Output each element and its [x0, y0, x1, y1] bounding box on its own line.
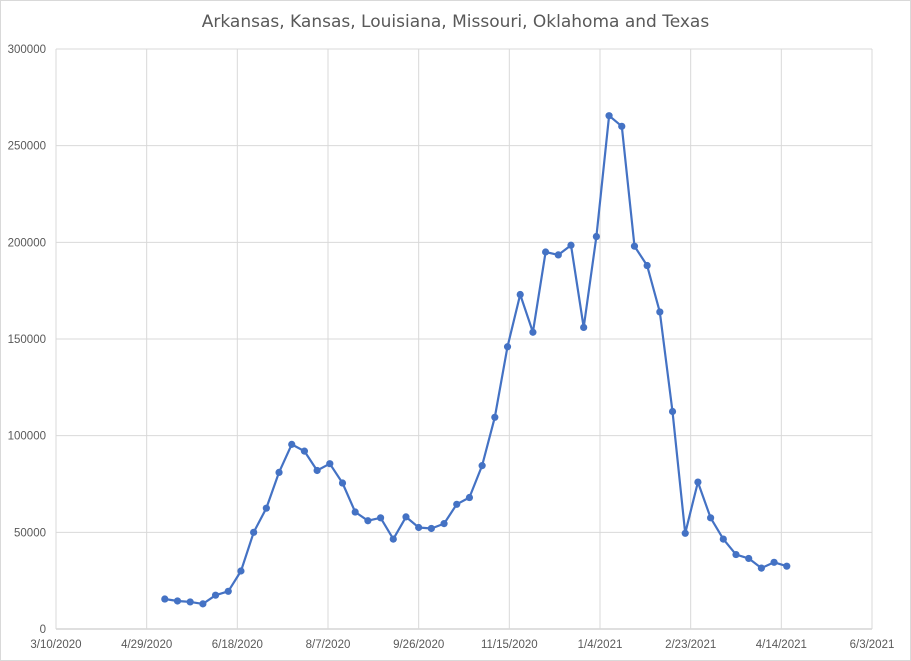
data-point — [427, 524, 435, 533]
data-points — [161, 112, 791, 608]
data-point — [300, 447, 309, 455]
data-point — [694, 478, 702, 486]
data-point — [389, 535, 397, 543]
data-point — [668, 407, 677, 416]
data-point — [326, 460, 334, 468]
data-point — [199, 600, 207, 608]
data-point — [364, 517, 372, 525]
data-point — [516, 290, 524, 299]
x-tick-label: 8/7/2020 — [306, 639, 351, 651]
data-point — [250, 528, 258, 536]
data-point — [783, 562, 791, 570]
data-point — [529, 328, 537, 336]
data-point — [719, 535, 727, 543]
data-point — [224, 587, 232, 595]
x-tick-label: 6/3/2021 — [850, 639, 895, 651]
data-point — [402, 513, 410, 521]
x-tick-label: 2/23/2021 — [665, 639, 716, 651]
data-point — [173, 597, 182, 605]
y-tick-label: 200000 — [8, 237, 46, 249]
gridlines — [55, 48, 873, 630]
y-tick-label: 100000 — [8, 431, 46, 443]
data-point — [643, 261, 651, 270]
data-point — [770, 558, 778, 566]
y-tick-label: 300000 — [8, 44, 46, 56]
y-axis-labels: 0 50000 100000 150000 200000 250000 300000 — [8, 44, 46, 636]
x-tick-label: 11/15/2020 — [481, 639, 538, 651]
data-point — [237, 567, 245, 575]
series-line — [164, 114, 788, 605]
data-point — [262, 504, 270, 512]
data-point — [351, 508, 359, 516]
data-point — [161, 595, 169, 603]
data-point — [580, 323, 588, 331]
x-axis-labels: 3/10/2020 4/29/2020 6/18/2020 8/7/2020 9/26/… — [30, 639, 894, 651]
y-tick-label: 150000 — [8, 334, 46, 346]
data-point — [732, 550, 740, 559]
data-point — [313, 466, 321, 475]
data-point — [491, 413, 499, 421]
data-point — [567, 241, 575, 249]
data-point — [503, 343, 512, 351]
data-point — [605, 112, 613, 120]
x-tick-label: 3/10/2020 — [30, 639, 81, 651]
data-point — [478, 462, 486, 470]
data-point — [465, 493, 474, 502]
data-point — [554, 251, 562, 259]
data-point — [630, 242, 639, 250]
x-tick-label: 6/18/2020 — [212, 639, 263, 651]
data-point — [288, 440, 296, 448]
y-tick-label: 0 — [40, 624, 46, 636]
data-point — [745, 554, 753, 563]
data-point — [338, 479, 347, 487]
data-point — [656, 308, 664, 316]
y-tick-label: 250000 — [8, 141, 46, 153]
data-point — [186, 598, 194, 606]
x-tick-label: 4/14/2021 — [756, 639, 807, 651]
data-point — [415, 523, 423, 532]
data-point — [275, 468, 283, 476]
data-point — [453, 500, 461, 508]
chart-title: Arkansas, Kansas, Louisiana, Missouri, O… — [201, 12, 710, 32]
data-point — [376, 514, 385, 522]
x-tick-label: 1/4/2021 — [578, 639, 623, 651]
data-point — [757, 564, 765, 572]
x-tick-label: 4/29/2020 — [121, 639, 172, 651]
y-tick-label: 50000 — [14, 527, 46, 539]
data-point — [211, 591, 220, 599]
x-tick-label: 9/26/2020 — [393, 639, 444, 651]
data-point — [440, 520, 448, 528]
data-point — [542, 248, 550, 256]
data-point — [618, 122, 626, 130]
data-point — [707, 514, 715, 522]
data-point — [681, 529, 689, 537]
data-point — [592, 232, 600, 241]
